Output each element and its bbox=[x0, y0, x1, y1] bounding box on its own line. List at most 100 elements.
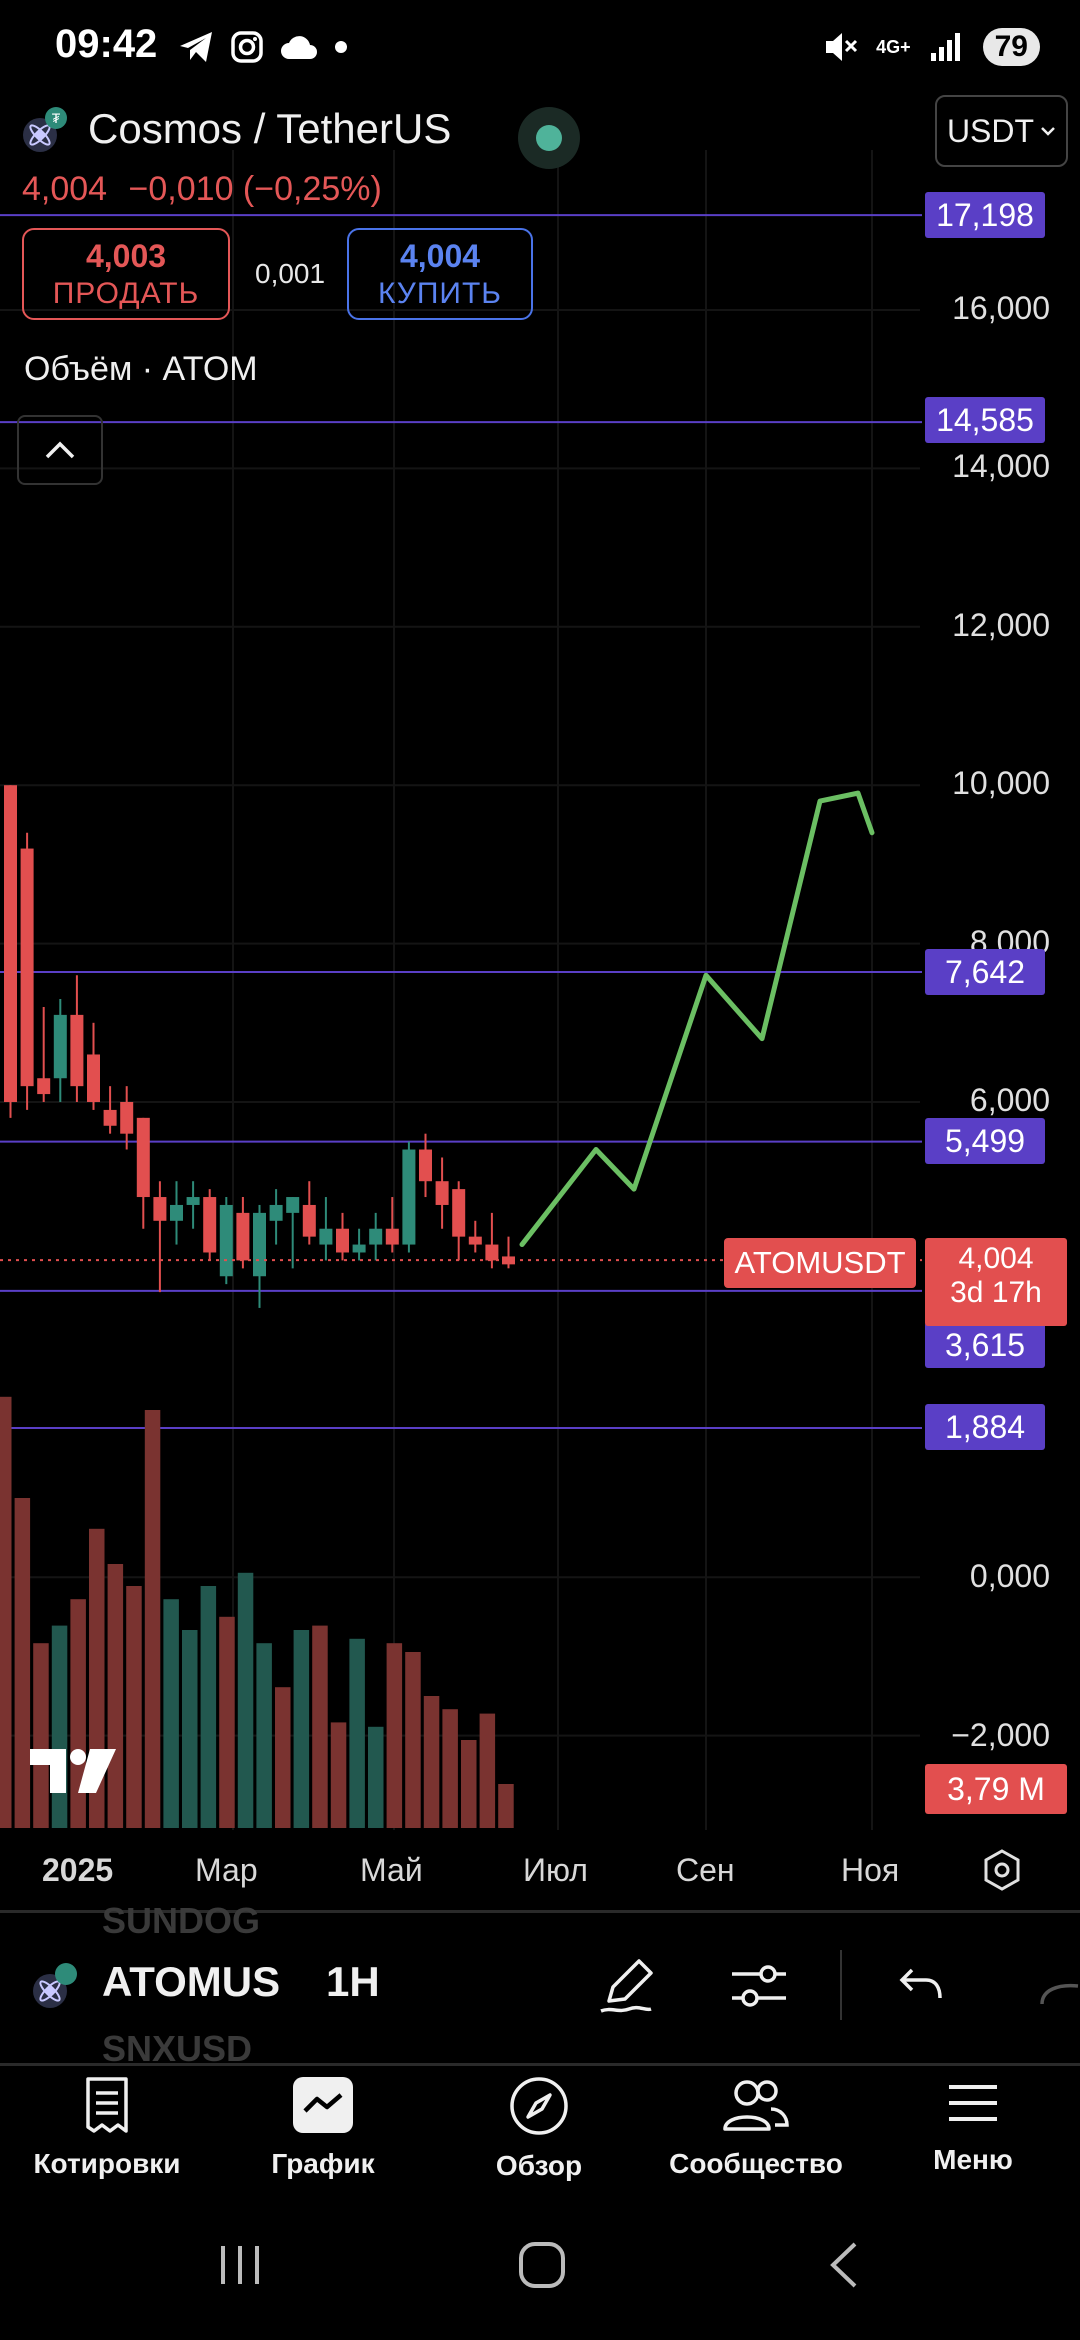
ghost-symbol-below: SNXUSD bbox=[102, 2028, 253, 2069]
quotes-list-icon bbox=[86, 2077, 128, 2133]
currency-select[interactable]: USDT bbox=[935, 95, 1068, 167]
chart-settings-icon[interactable] bbox=[980, 1848, 1024, 1892]
cosmos-logo-icon: ₮ bbox=[23, 107, 67, 152]
y-tick: 10,000 bbox=[952, 765, 1050, 801]
level-tag[interactable]: 7,642 bbox=[925, 949, 1045, 995]
level-tag[interactable]: 3,615 bbox=[925, 1322, 1045, 1368]
x-tick: 2025 bbox=[42, 1852, 114, 1888]
y-tick: 16,000 bbox=[952, 290, 1050, 326]
volume-indicator-label[interactable]: Объём · ATOM bbox=[24, 350, 258, 388]
nav-community[interactable]: Сообщество bbox=[656, 2075, 856, 2180]
last-price-tag-value: 4,004 bbox=[958, 1242, 1034, 1275]
symbol-title[interactable]: Cosmos / TetherUS bbox=[88, 105, 452, 152]
nav-menu[interactable]: Меню bbox=[873, 2075, 1073, 2176]
chart-tab-icon bbox=[293, 2077, 353, 2133]
volume-bar bbox=[368, 1726, 384, 1828]
volume-bar bbox=[330, 1722, 347, 1828]
candle-body bbox=[170, 1204, 183, 1221]
candle-countdown: 3d 17h bbox=[950, 1276, 1042, 1309]
y-tick: 12,000 bbox=[952, 607, 1050, 643]
candle-body bbox=[203, 1197, 217, 1253]
hamburger-menu-icon bbox=[949, 2085, 997, 2121]
svg-text:₮: ₮ bbox=[52, 110, 61, 126]
instagram-icon bbox=[231, 31, 263, 63]
indicators-icon[interactable] bbox=[728, 1958, 790, 2014]
volume-bar bbox=[256, 1643, 272, 1828]
mute-icon bbox=[826, 33, 858, 61]
candle-body bbox=[336, 1228, 349, 1253]
candle-body bbox=[186, 1197, 200, 1205]
x-tick: Май bbox=[360, 1852, 423, 1888]
volume-bar bbox=[200, 1586, 217, 1828]
candle-body bbox=[319, 1228, 333, 1245]
level-tag[interactable]: 17,198 bbox=[925, 192, 1045, 238]
sell-button[interactable]: 4,003 ПРОДАТЬ bbox=[22, 228, 230, 320]
last-price: 4,004 bbox=[22, 170, 108, 208]
market-status-icon[interactable] bbox=[518, 107, 580, 169]
cloud-icon bbox=[281, 36, 317, 59]
redo-icon[interactable] bbox=[1038, 1978, 1080, 2008]
symbol-price-tag: ATOMUSDT bbox=[724, 1238, 916, 1288]
nav-chart[interactable]: График bbox=[223, 2075, 423, 2180]
nav-quotes-label: Котировки bbox=[33, 2148, 181, 2179]
volume-bar bbox=[107, 1564, 124, 1828]
last-price-tag: 4,004 3d 17h bbox=[925, 1238, 1067, 1326]
volume-bar bbox=[405, 1652, 421, 1828]
toolbar-interval[interactable]: 1H bbox=[326, 1958, 380, 2005]
volume-bar bbox=[70, 1599, 86, 1828]
volume-bar bbox=[237, 1572, 254, 1828]
candle-body bbox=[369, 1228, 383, 1245]
recent-apps-icon[interactable] bbox=[215, 2240, 265, 2290]
home-icon[interactable] bbox=[517, 2240, 567, 2290]
volume-bar bbox=[386, 1643, 403, 1828]
candle-body bbox=[419, 1149, 432, 1182]
tradingview-logo-icon bbox=[30, 1749, 116, 1793]
projection-path bbox=[519, 790, 875, 1248]
nav-quotes[interactable]: Котировки bbox=[7, 2075, 207, 2180]
toolbar-symbol[interactable]: ATOMUS bbox=[102, 1958, 281, 2005]
chevron-up-icon bbox=[45, 441, 75, 459]
level-tag[interactable]: 1,884 bbox=[925, 1404, 1045, 1450]
candle-body bbox=[286, 1197, 300, 1213]
collapse-button[interactable] bbox=[17, 415, 103, 485]
spread-value: 0,001 bbox=[255, 258, 326, 289]
candle-body bbox=[87, 1054, 100, 1102]
dot-icon bbox=[335, 41, 347, 53]
volume-bar bbox=[442, 1709, 458, 1828]
buy-button[interactable]: 4,004 КУПИТЬ bbox=[347, 228, 533, 320]
ghost-symbol-above: SUNDOG bbox=[102, 1900, 261, 1941]
signal-icon bbox=[930, 33, 960, 61]
undo-icon[interactable] bbox=[898, 1962, 946, 2006]
candle-body bbox=[435, 1181, 449, 1205]
volume-bar bbox=[0, 1396, 12, 1828]
telegram-icon bbox=[180, 32, 212, 62]
nav-overview[interactable]: Обзор bbox=[439, 2075, 639, 2182]
candle-body bbox=[70, 1014, 84, 1087]
network-type: 4G+ bbox=[876, 37, 911, 57]
level-tag[interactable]: 14,585 bbox=[925, 397, 1045, 443]
level-tag[interactable]: 5,499 bbox=[925, 1118, 1045, 1164]
status-system-icons: 4G+ 79 bbox=[822, 28, 1040, 66]
volume-bar bbox=[219, 1616, 235, 1828]
volume-bar bbox=[144, 1410, 161, 1828]
buy-label: КУПИТЬ bbox=[377, 277, 502, 310]
candle-body bbox=[136, 1117, 150, 1198]
candle-body bbox=[53, 1014, 67, 1079]
status-notification-icons bbox=[178, 30, 348, 64]
candle-body bbox=[103, 1109, 117, 1126]
candle-body bbox=[302, 1204, 316, 1237]
candle-body bbox=[352, 1244, 366, 1253]
price-chart[interactable] bbox=[0, 0, 1080, 1840]
battery-indicator: 79 bbox=[982, 28, 1040, 66]
y-tick: 0,000 bbox=[969, 1558, 1050, 1594]
candle-body bbox=[402, 1149, 416, 1245]
price-change-line: 4,004 −0,010 (−0,25%) bbox=[22, 170, 382, 209]
candle-body bbox=[4, 785, 17, 1102]
back-icon[interactable] bbox=[825, 2240, 865, 2290]
volume-bar bbox=[14, 1498, 31, 1828]
volume-bar bbox=[163, 1599, 179, 1828]
pencil-icon[interactable] bbox=[595, 1955, 657, 2017]
x-tick: Сен bbox=[676, 1852, 735, 1888]
chart-toolbar bbox=[0, 1910, 1080, 2066]
volume-bar bbox=[479, 1713, 496, 1828]
